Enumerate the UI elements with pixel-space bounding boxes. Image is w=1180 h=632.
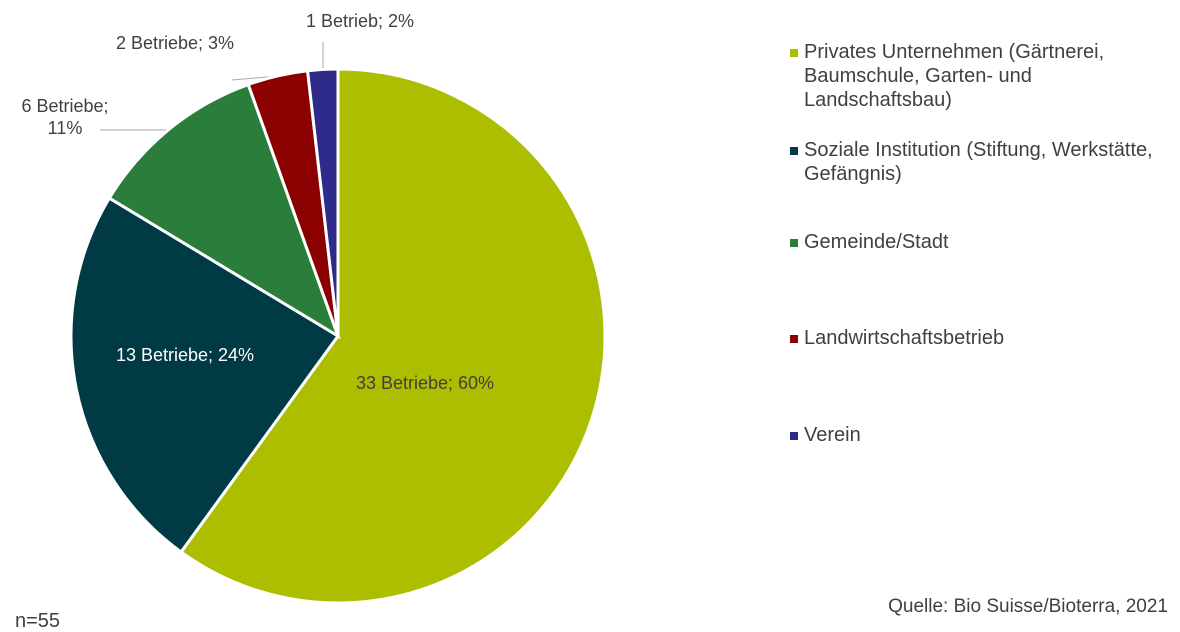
legend-item: Verein bbox=[790, 423, 1170, 447]
pie-slice bbox=[305, 67, 340, 337]
data-label: 2 Betriebe; 3% bbox=[115, 33, 235, 53]
legend-label: Verein bbox=[804, 424, 861, 446]
legend-swatch bbox=[790, 335, 798, 343]
data-label: 33 Betriebe; 60% bbox=[355, 373, 495, 393]
pie-slice bbox=[107, 82, 341, 340]
source: Quelle: Bio Suisse/Bioterra, 2021 bbox=[888, 596, 1168, 617]
data-label: 13 Betriebe; 24% bbox=[115, 345, 255, 365]
legend-swatch bbox=[790, 49, 798, 57]
legend-item: Soziale Institution (Stiftung, Werkstätt… bbox=[790, 138, 1170, 186]
pie-slice bbox=[178, 67, 607, 605]
legend-swatch bbox=[790, 239, 798, 247]
legend-swatch bbox=[790, 432, 798, 440]
legend-label: Privates Unternehmen (Gärtnerei, Baumsch… bbox=[804, 41, 1105, 111]
legend-item: Landwirtschaftsbetrieb bbox=[790, 326, 1170, 350]
pie-slice bbox=[69, 196, 341, 555]
legend-swatch bbox=[790, 147, 798, 155]
legend-label: Landwirtschaftsbetrieb bbox=[804, 327, 1005, 349]
legend-label: Gemeinde/Stadt bbox=[804, 231, 949, 253]
data-label: 6 Betriebe; 11% bbox=[21, 96, 109, 138]
legend-label: Soziale Institution (Stiftung, Werkstätt… bbox=[804, 139, 1153, 185]
note: n=55 bbox=[15, 610, 61, 632]
legend-item: Gemeinde/Stadt bbox=[790, 230, 1170, 254]
data-label: 1 Betrieb; 2% bbox=[305, 11, 415, 31]
legend-item: Privates Unternehmen (Gärtnerei, Baumsch… bbox=[790, 40, 1170, 112]
